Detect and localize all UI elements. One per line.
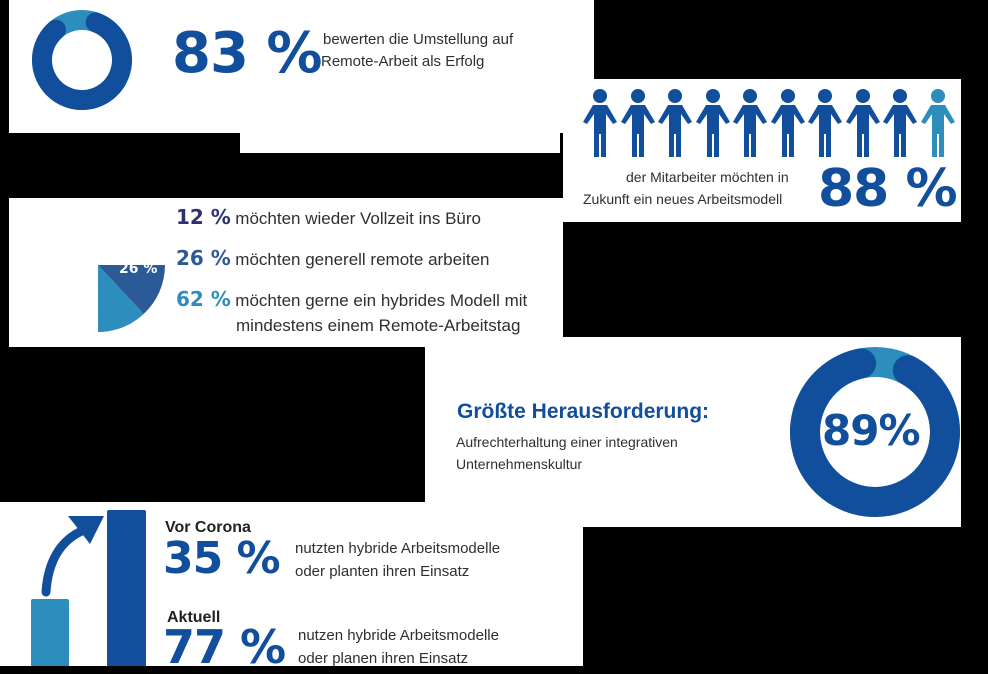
challenge-donut-chart xyxy=(790,347,960,517)
challenge-title: Größte Herausforderung: xyxy=(457,400,710,423)
challenge-percent: 89% xyxy=(822,406,921,455)
bar-current xyxy=(107,510,146,666)
preference-item-office: 12 % möchten wieder Vollzeit ins Büro xyxy=(176,205,481,229)
person-icon xyxy=(695,89,730,157)
preference-pct: 62 % xyxy=(176,287,231,311)
preference-pct: 12 % xyxy=(176,205,231,229)
before-corona-percent: 35 % xyxy=(163,533,281,584)
challenge-line-1: Aufrechterhaltung einer integrativen xyxy=(456,434,678,450)
growth-arrow-icon xyxy=(41,516,104,597)
new-model-line-1: der Mitarbeiter möchten in xyxy=(626,169,789,185)
success-donut-chart xyxy=(32,10,132,110)
pie-label-62: 62 % xyxy=(49,261,88,277)
success-line-1: bewerten die Umstellung auf xyxy=(323,31,514,48)
current-line-1: nutzen hybride Arbeitsmodelle xyxy=(298,627,499,644)
before-corona-line-2: oder planten ihren Einsatz xyxy=(295,563,470,580)
bar-before-corona xyxy=(31,599,69,666)
person-icon xyxy=(770,89,805,157)
new-model-percent: 88 % xyxy=(818,159,958,219)
preference-text: möchten gerne ein hybrides Modell mit xyxy=(235,291,528,310)
person-icon xyxy=(845,89,880,157)
before-corona-label: Vor Corona xyxy=(165,519,251,536)
before-corona-line-1: nutzten hybride Arbeitsmodelle xyxy=(295,540,501,557)
preference-text: möchten wieder Vollzeit ins Büro xyxy=(235,209,481,228)
current-label: Aktuell xyxy=(167,609,221,626)
preference-item-hybrid: 62 % möchten gerne ein hybrides Modell m… xyxy=(176,287,527,311)
person-icon xyxy=(658,89,692,157)
success-percent: 83 % xyxy=(172,21,323,86)
preference-pct: 26 % xyxy=(176,246,231,270)
person-icon xyxy=(733,89,767,157)
preference-text: möchten generell remote arbeiten xyxy=(235,250,490,269)
person-icon xyxy=(883,89,917,157)
current-line-2: oder planen ihren Einsatz xyxy=(298,650,469,667)
new-model-line-2: Zukunft ein neues Arbeitsmodell xyxy=(583,191,783,207)
challenge-line-2: Unternehmenskultur xyxy=(456,456,583,472)
person-icon xyxy=(808,89,842,157)
pie-label-12: 12 % xyxy=(100,222,139,238)
current-percent: 77 % xyxy=(163,620,286,674)
person-icon-highlight xyxy=(920,89,955,157)
person-icon xyxy=(583,89,617,157)
challenge-donut-clip: 89% xyxy=(780,337,961,527)
person-icon xyxy=(620,89,655,157)
success-line-2: Remote-Arbeit als Erfolg xyxy=(321,53,485,70)
preference-hybrid-line-2: mindestens einem Remote-Arbeitstag xyxy=(236,316,521,335)
preference-item-remote: 26 % möchten generell remote arbeiten xyxy=(176,246,490,270)
preferences-pie-chart xyxy=(98,265,165,332)
people-row xyxy=(583,89,958,159)
pie-label-26: 26 % xyxy=(119,261,158,277)
success-panel-extension xyxy=(240,133,560,153)
